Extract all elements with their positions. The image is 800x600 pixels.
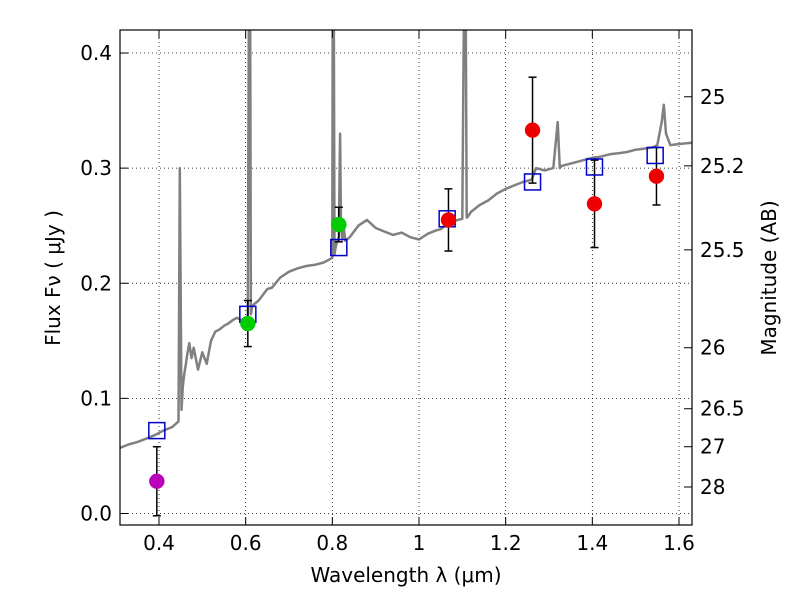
magnitude-tick-label: 25.2 [700,154,745,178]
x-tick-label: 0.8 [316,531,348,555]
magnitude-tick-label: 25 [700,85,725,109]
model-band-marker [330,238,348,257]
observed-flux-point [331,216,347,233]
x-tick-label: 1.6 [663,531,695,555]
y-tick-label: 0.4 [80,41,112,65]
model-band-marker [523,173,542,191]
magnitude-tick-label: 26 [700,336,725,360]
x-tick-label: 0.6 [230,531,262,555]
y-tick-label: 0.1 [80,386,112,410]
model-band-marker [646,146,664,165]
y2-axis-title: Magnitude (AB) [757,200,781,355]
y-tick-label: 0.0 [80,501,112,525]
x-tick-label: 0.4 [143,531,175,555]
model-band-marker [148,421,166,440]
axis-ticks: 0.4 0.6 0.8 1 1.2 1.4 1.6 0.0 0.1 0.2 0.3 0.4 25 25.2… [80,30,745,555]
model-band-marker [585,158,604,176]
magnitude-tick-label: 28 [700,475,725,499]
y-axis-title: Flux Fν ( μJy ) [41,210,65,346]
observed-flux-point [586,196,603,212]
y-tick-label: 0.2 [80,271,112,295]
observed-flux-point [440,212,457,228]
magnitude-tick-label: 25.5 [700,238,745,262]
x-axis-title: Wavelength λ (μm) [310,563,501,587]
y-tick-label: 0.3 [80,156,112,180]
grid-lines [120,30,692,525]
x-tick-label: 1.4 [576,531,608,555]
magnitude-tick-label: 26.5 [700,397,745,421]
magnitude-tick-label: 27 [700,435,725,459]
plot-frame [119,29,693,526]
observed-flux-point [240,315,256,332]
model-spectrum-line [120,30,692,450]
observed-flux-point [149,473,165,490]
plot-area [120,30,692,517]
observed-flux-point [648,168,665,184]
observed-flux-point [524,122,541,138]
x-tick-label: 1 [413,531,426,555]
x-tick-label: 1.2 [490,531,522,555]
